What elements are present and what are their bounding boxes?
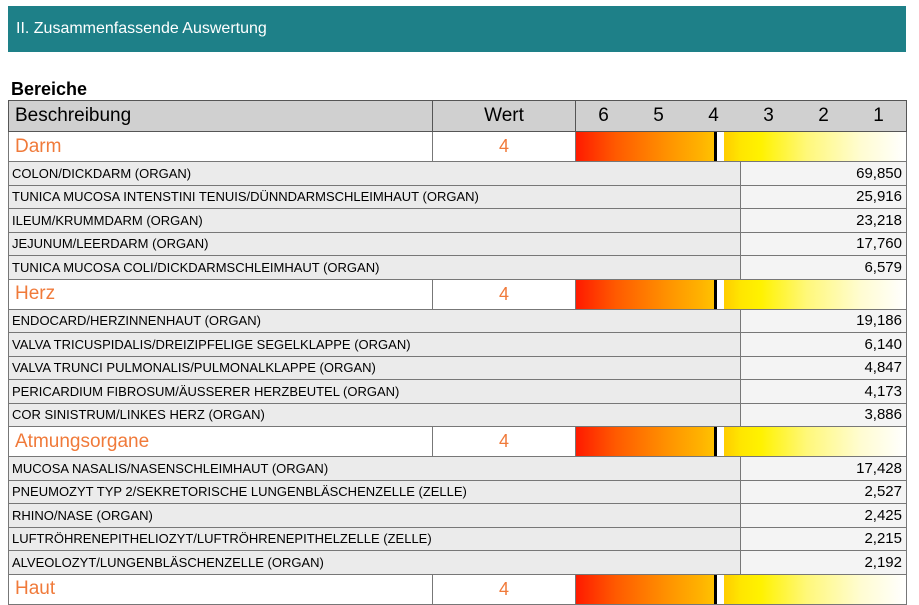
table-row: ILEUM/KRUMMDARM (ORGAN) 23,218 — [8, 208, 907, 233]
table-row: ALVEOLOZYT/LUNGENBLÄSCHENZELLE (ORGAN) 2,… — [8, 550, 907, 575]
table-row: LUFTRÖHRENEPITHELIOZYT/LUFTRÖHRENEPITHEL… — [8, 526, 907, 551]
item-name: COLON/DICKDARM (ORGAN) — [8, 161, 741, 186]
item-value: 25,916 — [740, 184, 907, 209]
item-name: JEJUNUM/LEERDARM (ORGAN) — [8, 231, 741, 256]
level-gap — [717, 575, 724, 603]
item-value: 6,579 — [740, 255, 907, 280]
item-value: 2,192 — [740, 550, 907, 575]
item-value: 3,886 — [740, 402, 907, 427]
level-bar — [575, 426, 907, 457]
level-marker — [714, 280, 717, 308]
group-row: Atmungsorgane 4 — [8, 426, 907, 457]
item-name: TUNICA MUCOSA INTENSTINI TENUIS/DÜNNDARM… — [8, 184, 741, 209]
group-row: Darm 4 — [8, 131, 907, 162]
level-gradient — [576, 280, 906, 308]
item-value: 6,140 — [740, 332, 907, 357]
table-row: VALVA TRUNCI PULMONALIS/PULMONALKLAPPE (… — [8, 355, 907, 380]
group-value: 4 — [432, 278, 576, 310]
scale-label: 6 — [598, 105, 609, 126]
group-name: Herz — [8, 278, 433, 310]
item-name: TUNICA MUCOSA COLI/DICKDARMSCHLEIMHAUT (… — [8, 255, 741, 280]
item-value: 69,850 — [740, 161, 907, 186]
item-value: 23,218 — [740, 208, 907, 233]
item-name: RHINO/NASE (ORGAN) — [8, 503, 741, 528]
column-header-value: Wert — [432, 100, 576, 132]
item-name: ILEUM/KRUMMDARM (ORGAN) — [8, 208, 741, 233]
group-row: Herz 4 — [8, 278, 907, 310]
item-name: LUFTRÖHRENEPITHELIOZYT/LUFTRÖHRENEPITHEL… — [8, 526, 741, 551]
level-marker — [714, 132, 717, 161]
section-title: Bereiche — [11, 79, 88, 99]
scale-label: 5 — [653, 105, 664, 126]
level-bar — [575, 131, 907, 162]
group-name: Atmungsorgane — [8, 426, 433, 457]
item-name: MUCOSA NASALIS/NASENSCHLEIMHAUT (ORGAN) — [8, 456, 741, 481]
level-marker — [714, 427, 717, 456]
item-name: COR SINISTRUM/LINKES HERZ (ORGAN) — [8, 402, 741, 427]
table-row: TUNICA MUCOSA INTENSTINI TENUIS/DÜNNDARM… — [8, 184, 907, 209]
group-row: Haut 4 — [8, 573, 907, 605]
item-value: 4,173 — [740, 379, 907, 404]
table-row: PERICARDIUM FIBROSUM/ÄUSSERER HERZBEUTEL… — [8, 379, 907, 404]
item-value: 2,425 — [740, 503, 907, 528]
table-row: ENDOCARD/HERZINNENHAUT (ORGAN) 19,186 — [8, 308, 907, 333]
table-row: JEJUNUM/LEERDARM (ORGAN) 17,760 — [8, 231, 907, 256]
level-marker — [714, 575, 717, 603]
item-value: 19,186 — [740, 308, 907, 333]
item-value: 17,428 — [740, 456, 907, 481]
level-gradient — [576, 427, 906, 456]
table-row: COLON/DICKDARM (ORGAN) 69,850 — [8, 161, 907, 186]
level-bar — [575, 573, 907, 605]
item-name: PNEUMOZYT TYP 2/SEKRETORISCHE LUNGENBLÄS… — [8, 479, 741, 504]
group-name: Haut — [8, 573, 433, 605]
item-value: 4,847 — [740, 355, 907, 380]
level-gradient — [576, 575, 906, 603]
table-row: TUNICA MUCOSA COLI/DICKDARMSCHLEIMHAUT (… — [8, 255, 907, 280]
group-name: Darm — [8, 131, 433, 162]
table-row: PNEUMOZYT TYP 2/SEKRETORISCHE LUNGENBLÄS… — [8, 479, 907, 504]
table-header-row: Beschreibung Wert 6 5 4 3 2 1 — [8, 100, 907, 132]
item-name: ENDOCARD/HERZINNENHAUT (ORGAN) — [8, 308, 741, 333]
table-row: COR SINISTRUM/LINKES HERZ (ORGAN) 3,886 — [8, 402, 907, 427]
scale-label: 1 — [873, 105, 884, 126]
item-value: 2,215 — [740, 526, 907, 551]
item-name: PERICARDIUM FIBROSUM/ÄUSSERER HERZBEUTEL… — [8, 379, 741, 404]
group-value: 4 — [432, 131, 576, 162]
item-name: ALVEOLOZYT/LUNGENBLÄSCHENZELLE (ORGAN) — [8, 550, 741, 575]
level-bar — [575, 278, 907, 310]
level-gap — [717, 427, 724, 456]
scale-label: 3 — [763, 105, 774, 126]
level-gradient — [576, 132, 906, 161]
table-row: MUCOSA NASALIS/NASENSCHLEIMHAUT (ORGAN) 1… — [8, 456, 907, 481]
page-header: II. Zusammenfassende Auswertung — [8, 6, 906, 52]
column-header-description: Beschreibung — [8, 100, 433, 132]
item-name: VALVA TRICUSPIDALIS/DREIZIPFELIGE SEGELK… — [8, 332, 741, 357]
group-value: 4 — [432, 573, 576, 605]
item-name: VALVA TRUNCI PULMONALIS/PULMONALKLAPPE (… — [8, 355, 741, 380]
item-value: 2,527 — [740, 479, 907, 504]
level-gap — [717, 132, 724, 161]
scale-label: 4 — [708, 105, 719, 126]
table-row: RHINO/NASE (ORGAN) 2,425 — [8, 503, 907, 528]
level-gap — [717, 280, 724, 308]
table-row: VALVA TRICUSPIDALIS/DREIZIPFELIGE SEGELK… — [8, 332, 907, 357]
column-header-scale: 6 5 4 3 2 1 — [575, 100, 907, 132]
group-value: 4 — [432, 426, 576, 457]
scale-label: 2 — [818, 105, 829, 126]
item-value: 17,760 — [740, 231, 907, 256]
